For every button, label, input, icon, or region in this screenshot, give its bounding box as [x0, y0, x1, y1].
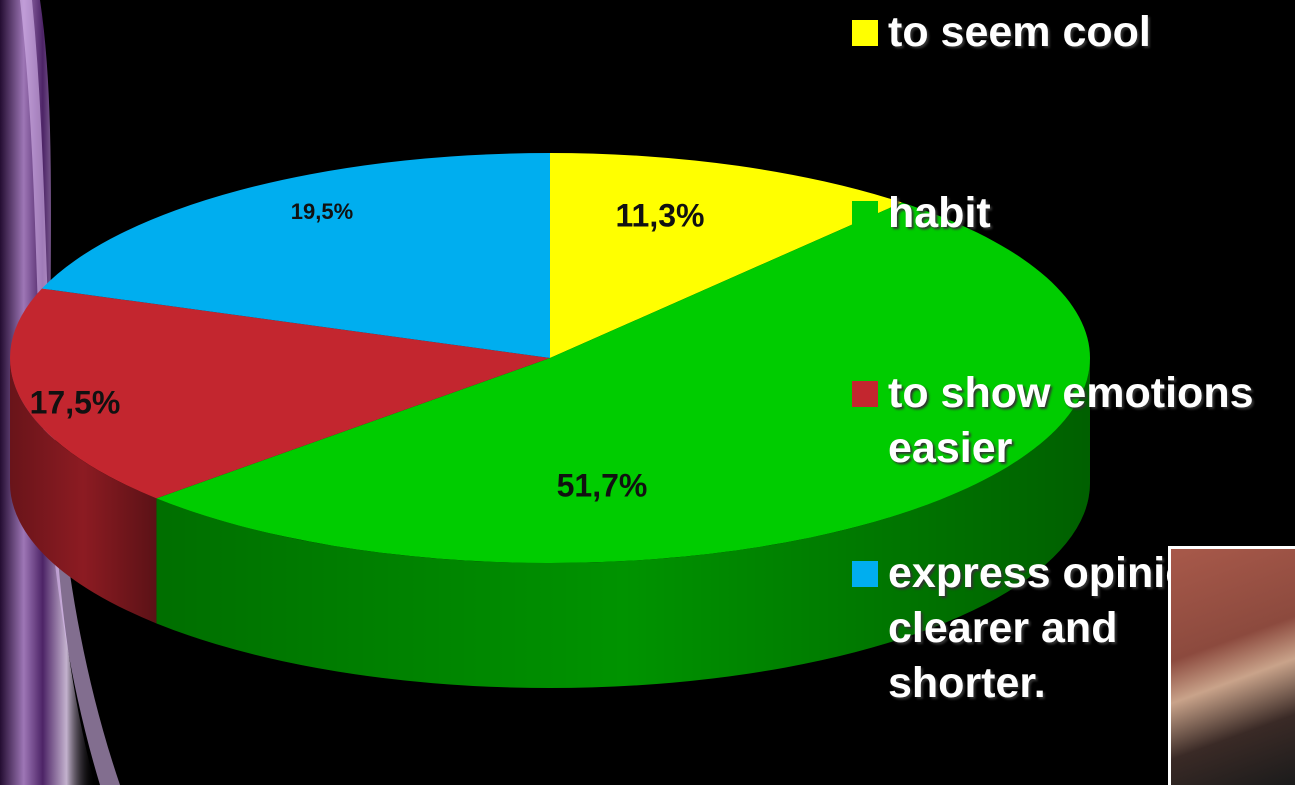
- data-label: 11,3%: [616, 197, 705, 233]
- data-label: 19,5%: [291, 199, 353, 224]
- photo: [1168, 546, 1295, 785]
- slide: {"chart_data": {"type": "pie", "categori…: [0, 0, 1295, 785]
- chart: 11,3% 51,7% 17,5% 19,5%: [0, 0, 1295, 785]
- data-label: 51,7%: [557, 467, 648, 503]
- data-label: 17,5%: [30, 384, 121, 420]
- pie-top: [10, 153, 1090, 563]
